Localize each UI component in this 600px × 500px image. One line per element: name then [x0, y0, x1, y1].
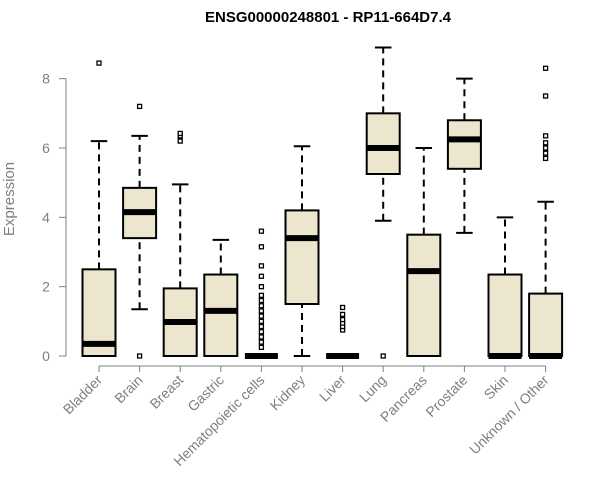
outlier-point: [177, 138, 183, 144]
x-tick-label: Kidney: [267, 372, 309, 414]
outlier-point: [258, 284, 265, 290]
outlier-point: [542, 65, 549, 71]
outlier-point: [542, 145, 549, 151]
outlier-point: [177, 130, 183, 137]
box-pancreas: [406, 147, 442, 358]
box-liver: [326, 304, 360, 359]
x-tick-label: Breast: [146, 372, 186, 412]
outlier-point: [258, 303, 265, 309]
outlier-point: [339, 316, 346, 323]
outlier-point: [96, 60, 102, 66]
outlier-point: [258, 313, 265, 319]
y-tick-label: 8: [42, 71, 50, 87]
box-iqr: [446, 119, 482, 170]
outlier-point: [136, 103, 143, 110]
outlier-point: [136, 353, 143, 359]
box-skin: [487, 216, 523, 359]
box-iqr: [406, 233, 442, 358]
y-tick-label: 0: [42, 348, 50, 364]
x-tick-label: Bladder: [60, 372, 106, 418]
outlier-point: [542, 150, 549, 156]
outlier-point: [258, 323, 265, 330]
outlier-point: [542, 155, 549, 162]
boxes-group: [81, 46, 564, 359]
outlier-point: [258, 329, 265, 335]
outlier-point: [258, 263, 265, 269]
box-unknown-other: [528, 65, 564, 359]
box-iqr: [528, 292, 564, 358]
chart-title: ENSG00000248801 - RP11-664D7.4: [205, 9, 452, 26]
y-tick-label: 6: [42, 140, 50, 156]
box-iqr: [203, 273, 239, 357]
y-tick-label: 4: [42, 209, 50, 225]
x-tick-label: Liver: [316, 372, 349, 405]
y-tick-label: 2: [42, 279, 50, 295]
box-kidney: [284, 145, 320, 357]
y-axis-label: Expression: [1, 162, 18, 236]
box-gastric: [203, 238, 239, 357]
outlier-point: [258, 344, 265, 350]
outlier-point: [380, 353, 386, 359]
outlier-point: [258, 273, 265, 279]
outlier-point: [258, 334, 265, 340]
outlier-point: [258, 339, 265, 345]
outlier-point: [258, 308, 265, 314]
y-axis: 0 2 4 6 8: [42, 71, 67, 364]
box-breast: [162, 130, 198, 357]
box-prostate: [446, 77, 482, 234]
box-iqr: [365, 112, 401, 176]
box-lung: [365, 46, 401, 359]
outlier-point: [258, 228, 265, 234]
box-iqr: [487, 273, 523, 357]
x-tick-label: Skin: [481, 372, 512, 403]
outlier-point: [542, 133, 549, 139]
outlier-point: [258, 318, 265, 324]
box-iqr: [284, 209, 320, 305]
outlier-point: [339, 311, 346, 318]
outlier-point: [542, 93, 549, 99]
outlier-point: [258, 297, 265, 304]
outlier-point: [542, 140, 549, 146]
outlier-point: [258, 292, 265, 298]
outlier-point: [258, 244, 265, 250]
outlier-point: [339, 304, 346, 311]
box-bladder: [81, 60, 117, 358]
x-tick-label: Prostate: [422, 372, 470, 420]
x-tick-label: Lung: [356, 372, 389, 405]
box-brain: [122, 103, 158, 359]
box-hematopoietic-cells: [244, 228, 278, 359]
x-tick-label: Brain: [111, 372, 145, 406]
